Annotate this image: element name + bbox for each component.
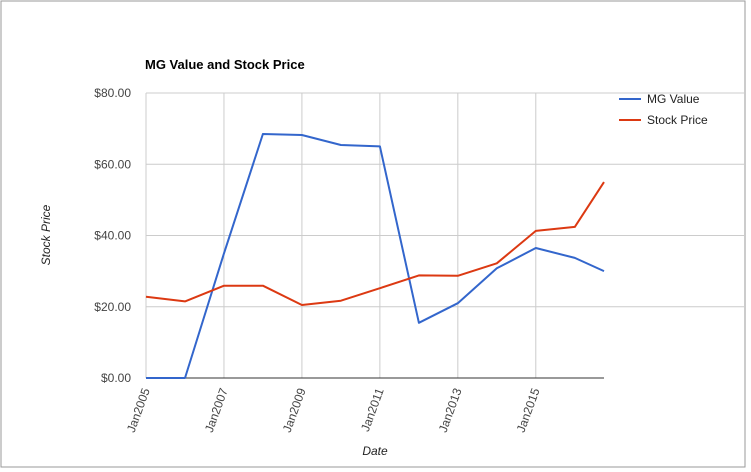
legend: MG Value Stock Price: [619, 92, 708, 127]
y-tick-label: $0.00: [101, 371, 131, 385]
y-tick-label: $60.00: [94, 157, 131, 171]
chart-title: MG Value and Stock Price: [145, 57, 305, 72]
gridlines: [145, 92, 744, 378]
series-line-stock-price: [145, 181, 605, 306]
legend-label: Stock Price: [647, 113, 708, 127]
y-tick-label: $80.00: [94, 86, 131, 100]
y-tick-label: $40.00: [94, 229, 131, 243]
legend-label: MG Value: [647, 92, 700, 106]
x-axis-label: Date: [362, 444, 388, 458]
y-tick-label: $20.00: [94, 300, 131, 314]
y-axis-ticks: $0.00 $20.00 $40.00 $60.00 $80.00: [94, 86, 131, 385]
series-line-mg-value: [146, 133, 605, 379]
series-lines: [145, 133, 605, 379]
y-axis-label: Stock Price: [39, 204, 53, 265]
